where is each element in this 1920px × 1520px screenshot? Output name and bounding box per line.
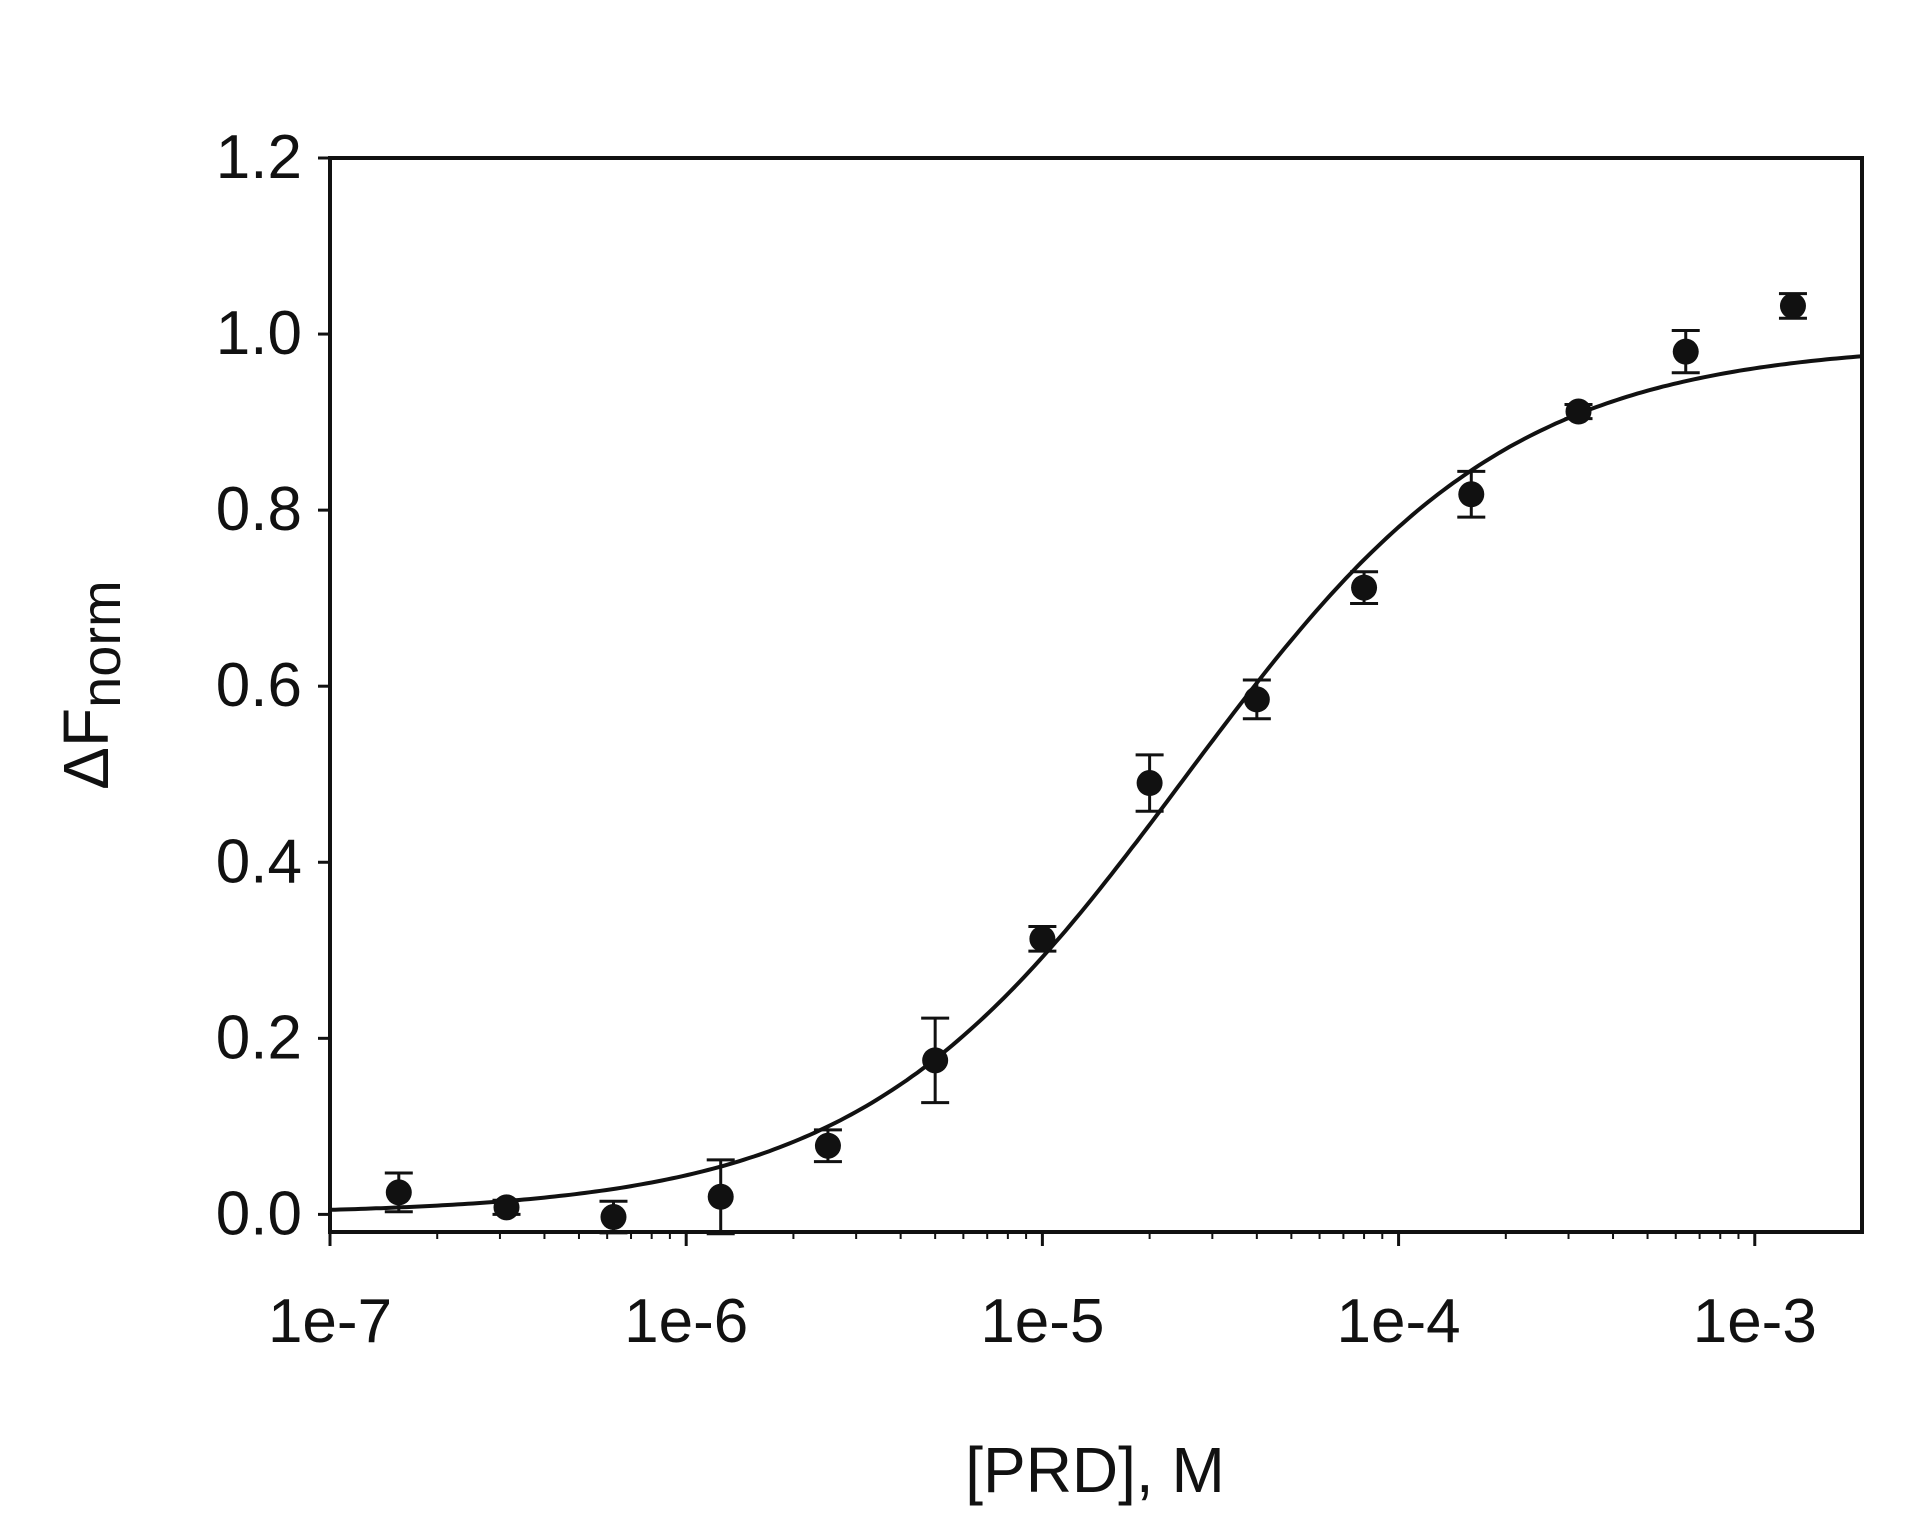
plot-area: [329, 292, 1863, 1236]
point-marker: [600, 1204, 627, 1231]
point-marker: [1458, 481, 1485, 508]
x-tick-label: 1e-6: [624, 1287, 748, 1356]
point-marker: [814, 1132, 841, 1159]
point-marker: [922, 1047, 949, 1074]
fit-curve: [329, 354, 1863, 1212]
axis-ticks: [318, 156, 1757, 1246]
point-marker: [1351, 574, 1378, 601]
data-point: [1671, 329, 1700, 375]
point-marker: [1243, 686, 1270, 713]
data-point: [1457, 469, 1486, 519]
plot-frame: [328, 156, 1864, 1234]
point-marker: [1029, 925, 1056, 952]
y-tick-label: 0.6: [216, 651, 302, 720]
axis-labels: 0.0 0.2 0.4 0.6 0.8 1.0 1.2 1e-7 1e-6 1e-5 1e-4 1e-…: [216, 123, 1817, 1356]
y-tick-label: 0.8: [216, 475, 302, 544]
point-marker: [1779, 292, 1806, 319]
y-axis-title-main: ΔF: [50, 708, 122, 790]
point-marker: [1565, 398, 1592, 425]
y-axis-title: ΔFnorm: [50, 580, 132, 789]
point-marker: [385, 1179, 412, 1206]
point-marker: [707, 1183, 734, 1210]
data-point: [1564, 398, 1593, 425]
data-point: [384, 1171, 413, 1214]
data-point: [921, 1016, 950, 1105]
y-tick-label: 0.2: [216, 1003, 302, 1072]
data-point: [1242, 678, 1271, 721]
y-tick-label: 1.0: [216, 299, 302, 368]
x-tick-label: 1e-5: [980, 1287, 1104, 1356]
x-tick-label: 1e-3: [1693, 1287, 1817, 1356]
y-tick-label: 0.4: [216, 827, 302, 896]
x-axis-title: [PRD], M: [965, 1434, 1225, 1506]
x-tick-label: 1e-7: [268, 1287, 392, 1356]
x-tick-label: 1e-4: [1337, 1287, 1461, 1356]
point-marker: [493, 1194, 520, 1221]
data-point: [1135, 753, 1164, 813]
data-point: [1778, 292, 1807, 320]
y-tick-label: 0.0: [216, 1179, 302, 1248]
data-point: [813, 1128, 842, 1164]
data-point: [1350, 570, 1379, 605]
data-point: [1028, 925, 1057, 953]
axes-frame: [328, 156, 1864, 1234]
point-marker: [1136, 770, 1163, 797]
data-point: [706, 1158, 735, 1236]
point-marker: [1672, 338, 1699, 365]
y-axis-title-sub: norm: [69, 580, 132, 708]
data-point: [492, 1194, 521, 1221]
y-tick-label: 1.2: [216, 123, 302, 192]
